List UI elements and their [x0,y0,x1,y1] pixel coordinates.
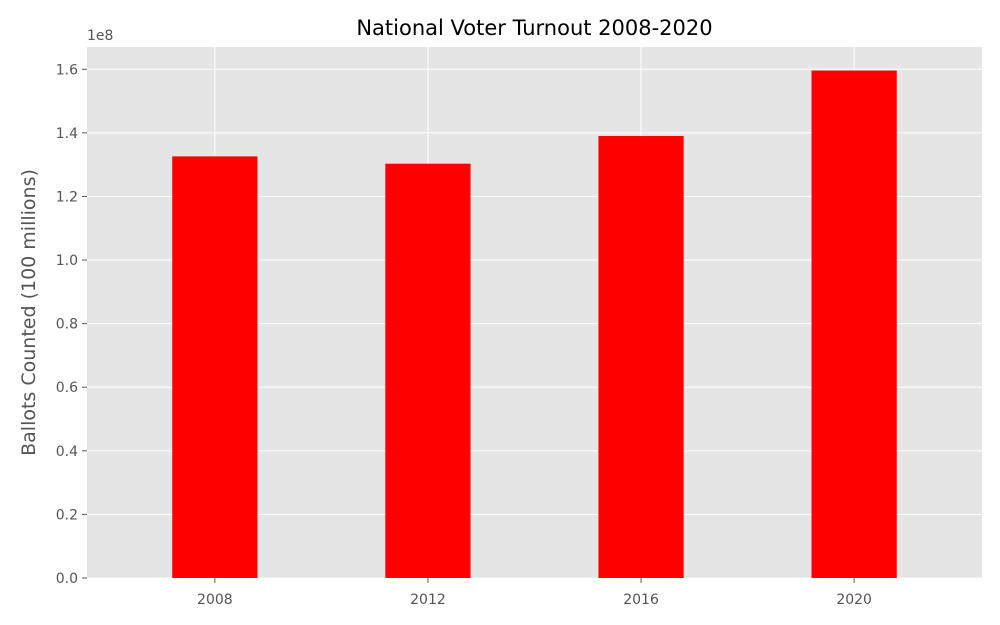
y-tick-label: 0.4 [56,444,78,460]
y-tick-label: 0.6 [56,380,78,396]
y-tick-label: 0.0 [56,571,78,587]
y-tick-label: 1.4 [56,126,78,142]
x-tick-label: 2012 [410,592,446,608]
y-axis-ticks: 0.0 0.2 0.4 0.6 0.8 1.0 1.2 1.4 1.6 [56,62,87,587]
bar-2008 [172,156,258,578]
x-tick-label: 2020 [836,592,872,608]
bars [172,70,897,578]
y-axis-label: Ballots Counted (100 millions) [18,169,40,456]
y-tick-label: 1.2 [56,189,78,205]
bar-2020 [811,70,897,578]
y-axis-offset-label: 1e8 [87,28,113,44]
y-tick-label: 1.6 [56,62,78,78]
x-tick-label: 2016 [623,592,659,608]
x-tick-label: 2008 [197,592,233,608]
y-tick-label: 0.2 [56,507,78,523]
y-tick-label: 0.8 [56,317,78,333]
x-axis-ticks: 2008 2012 2016 2020 [197,578,872,608]
chart-title: National Voter Turnout 2008-2020 [356,16,712,40]
bar-2016 [598,136,684,578]
y-tick-label: 1.0 [56,253,78,269]
bar-2012 [385,163,471,578]
